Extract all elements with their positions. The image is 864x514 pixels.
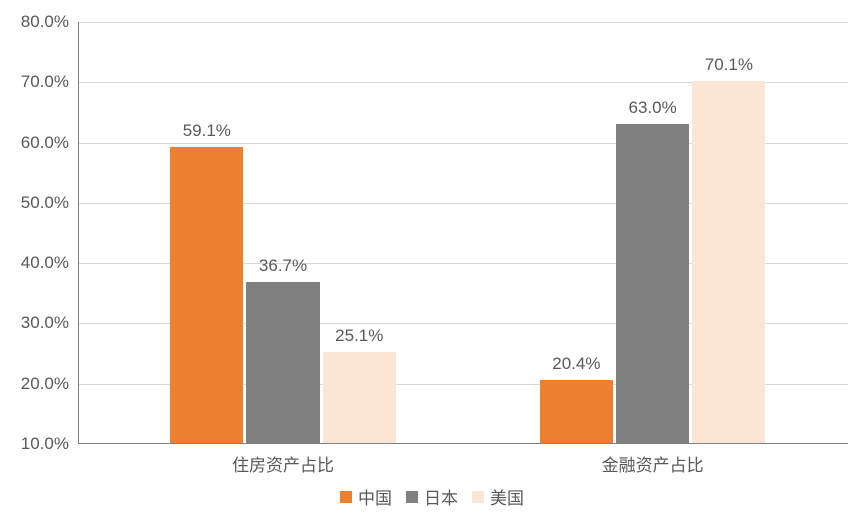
legend-item: 日本 [406, 484, 458, 509]
bar: 20.4% [540, 380, 613, 443]
legend-label: 美国 [490, 484, 524, 509]
bar-value-label: 36.7% [259, 256, 307, 276]
bar: 59.1% [170, 147, 243, 443]
legend-swatch [406, 491, 418, 503]
bar-value-label: 63.0% [629, 98, 677, 118]
ytick-label: 60.0% [21, 133, 79, 153]
bar-value-label: 59.1% [183, 121, 231, 141]
bar: 63.0% [616, 124, 689, 444]
ytick-label: 30.0% [21, 313, 79, 333]
bar: 36.7% [246, 282, 319, 443]
bar: 70.1% [692, 81, 765, 443]
ytick-label: 80.0% [21, 12, 79, 32]
legend-label: 日本 [424, 484, 458, 509]
legend-label: 中国 [358, 484, 392, 509]
chart-container: 10.0% 20.0% 30.0% 40.0% 50.0% 60.0% 70.0% 80.0%… [0, 0, 864, 514]
bar-value-label: 25.1% [335, 326, 383, 346]
xgroup-label: 住房资产占比 [232, 451, 334, 476]
ytick-label: 10.0% [21, 434, 79, 454]
legend: 中国 日本 美国 [0, 484, 864, 509]
ytick-label: 70.0% [21, 72, 79, 92]
legend-swatch [472, 491, 484, 503]
legend-item: 美国 [472, 484, 524, 509]
plot-area: 10.0%20.0%30.0%40.0%50.0%60.0%70.0%80.0%… [78, 22, 848, 444]
ytick-label: 40.0% [21, 253, 79, 273]
bar: 25.1% [323, 352, 396, 443]
xgroup-label: 金融资产占比 [602, 451, 704, 476]
legend-item: 中国 [340, 484, 392, 509]
ytick-label: 20.0% [21, 374, 79, 394]
ytick-label: 50.0% [21, 193, 79, 213]
gridline [79, 22, 848, 23]
legend-swatch [340, 491, 352, 503]
bar-value-label: 20.4% [552, 354, 600, 374]
bar-value-label: 70.1% [705, 55, 753, 75]
